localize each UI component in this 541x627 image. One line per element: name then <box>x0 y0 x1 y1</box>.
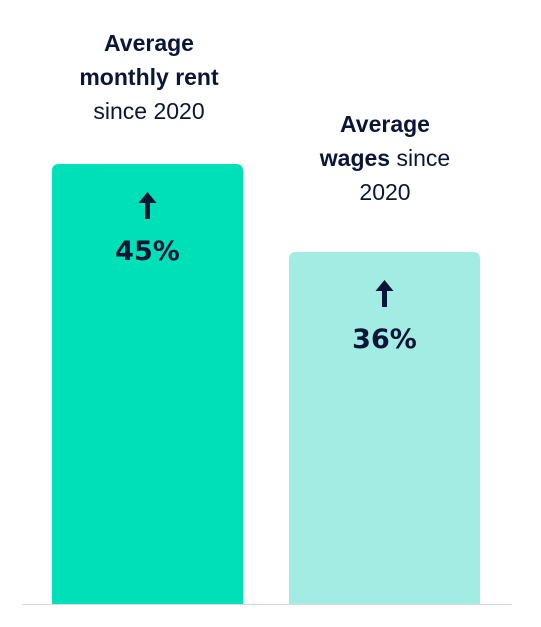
rent-category-label: Average monthly rent since 2020 <box>49 26 249 128</box>
wages-label-line2-bold: wages <box>319 145 391 171</box>
arrow-up-icon <box>375 280 394 307</box>
rent-value-label: 45% <box>115 236 180 267</box>
wages-label-line2-regular: since <box>390 145 451 171</box>
wages-category-label: Average wages since 2020 <box>285 107 485 209</box>
arrow-up-icon <box>138 192 157 219</box>
rent-label-line2: monthly rent <box>79 64 219 90</box>
wages-label-line2: wages since <box>285 141 485 175</box>
rent-label-line3: since 2020 <box>93 98 205 124</box>
wages-label-line3: 2020 <box>359 179 411 205</box>
wages-bar <box>289 252 480 604</box>
wages-value-label: 36% <box>352 324 417 355</box>
wages-label-line1: Average <box>340 111 430 137</box>
rent-label-line1: Average <box>104 30 194 56</box>
rent-bar <box>52 164 243 604</box>
